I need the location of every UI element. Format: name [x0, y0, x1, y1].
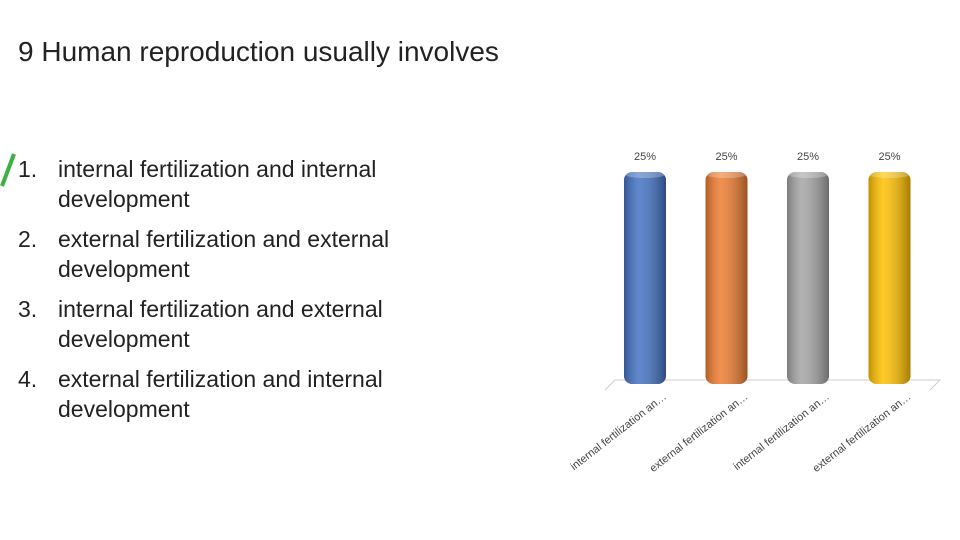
correct-check: [0, 153, 16, 187]
option: 4. external fertilization and internal de…: [18, 364, 458, 424]
option-text: internal fertilization and external deve…: [58, 296, 383, 352]
bar-shade: [868, 172, 911, 384]
value-label: 25%: [797, 151, 819, 163]
option: 1. internal fertilization and internal de…: [18, 154, 458, 214]
bar-top: [787, 170, 829, 178]
option-number: 2.: [18, 226, 38, 252]
value-label: 25%: [878, 151, 900, 163]
option-number: 4.: [18, 366, 38, 392]
bar-top: [624, 170, 666, 178]
bar-shade: [705, 172, 748, 384]
bar-shade: [787, 172, 829, 384]
option: 2. external fertilization and external de…: [18, 224, 458, 284]
slide-title: 9 Human reproduction usually involves: [18, 36, 499, 67]
options-list: 1. internal fertilization and internal de…: [18, 154, 458, 434]
value-label: 25%: [715, 151, 737, 163]
option-number: 3.: [18, 296, 38, 322]
option-text: external fertilization and external deve…: [58, 226, 390, 282]
option-number: 1.: [18, 156, 38, 182]
option-text: internal fertilization and internal deve…: [58, 156, 377, 212]
bar-top: [868, 170, 911, 178]
bar-shade: [624, 172, 666, 384]
value-label: 25%: [634, 151, 656, 163]
option-text: external fertilization and internal deve…: [58, 366, 383, 422]
bar-top: [705, 170, 748, 178]
option: 3. internal fertilization and external de…: [18, 294, 458, 354]
baseline: [604, 379, 942, 391]
